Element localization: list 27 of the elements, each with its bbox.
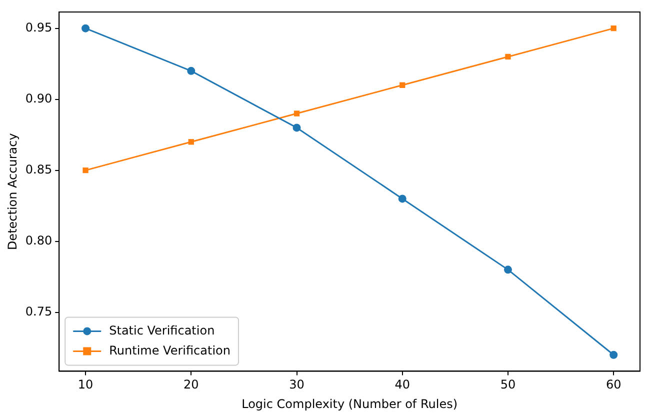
point [187, 66, 196, 75]
y-tick-label: 0.90 [25, 91, 52, 106]
y-tick-label: 0.80 [25, 233, 52, 248]
y-tick-label: 0.85 [25, 162, 52, 176]
point [188, 139, 194, 145]
point [505, 54, 511, 60]
x-tick-label: 10 [78, 378, 94, 392]
y-axis-title: Detection Accuracy [5, 133, 20, 250]
x-tick-label: 30 [289, 378, 304, 392]
point [610, 350, 618, 359]
x-tick-label: 20 [183, 378, 199, 392]
point [504, 266, 512, 274]
x-tick-label: 60 [606, 378, 622, 392]
point [292, 124, 301, 132]
point [400, 82, 406, 88]
x-tick-label: 40 [394, 378, 410, 392]
point [398, 194, 406, 203]
point [82, 167, 88, 174]
x-tick-label: 50 [500, 378, 516, 392]
point [610, 26, 616, 32]
x-axis-title: Logic Complexity (Number of Rules) [242, 396, 458, 411]
legend-label: Static Verification [109, 323, 215, 338]
y-tick-label: 0.75 [25, 304, 52, 318]
point [82, 24, 90, 32]
point [294, 110, 300, 116]
y-tick-label: 0.95 [25, 20, 52, 34]
legend-label: Runtime Verification [109, 343, 230, 358]
